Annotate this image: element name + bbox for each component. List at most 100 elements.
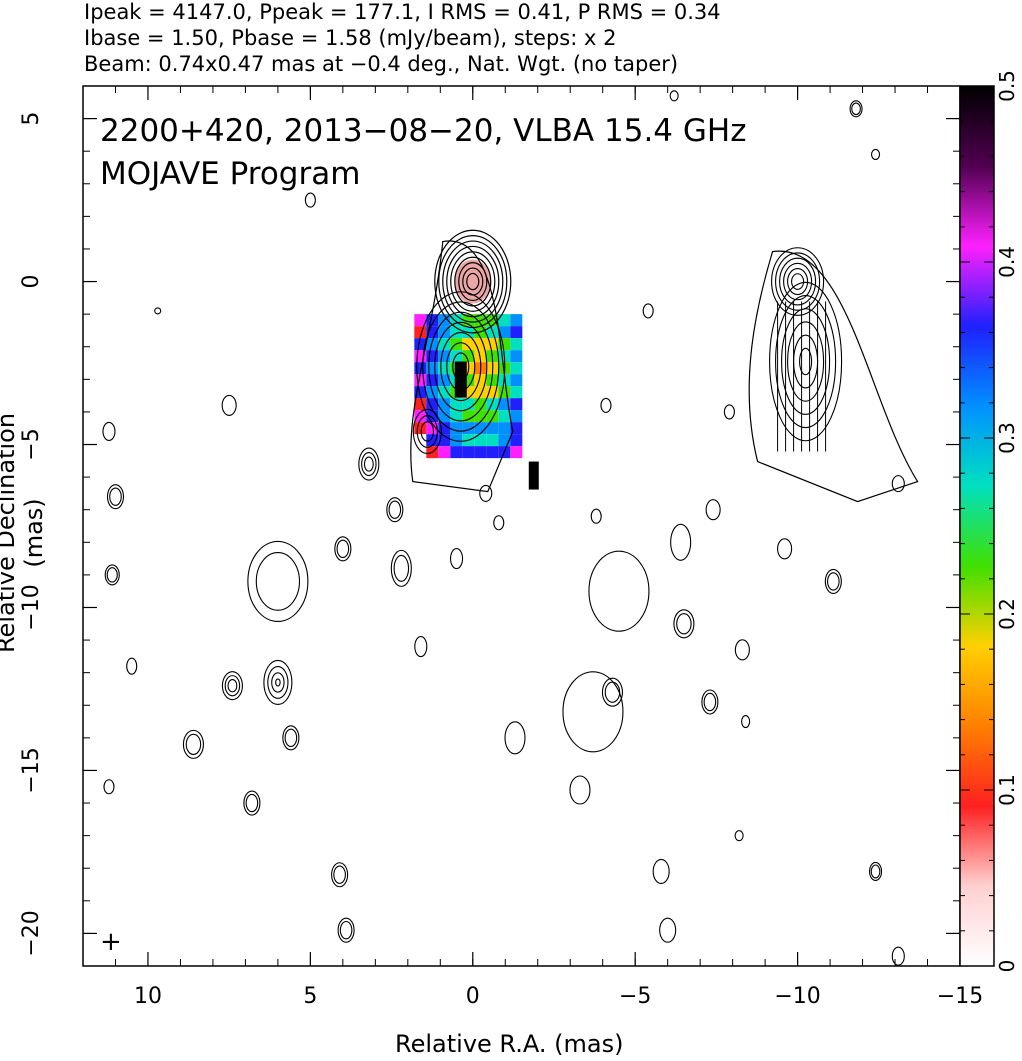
contour-blob bbox=[652, 858, 670, 885]
contour-blob bbox=[590, 508, 602, 524]
inset-jet-contour bbox=[781, 308, 831, 415]
polarization-pixel bbox=[510, 386, 523, 399]
plot-frame bbox=[82, 85, 961, 967]
polarization-pixel bbox=[450, 446, 463, 459]
polarization-pixel bbox=[426, 398, 439, 411]
polarization-pixel bbox=[498, 386, 511, 399]
polarization-pixel bbox=[510, 398, 523, 411]
polarization-pixel bbox=[474, 446, 487, 459]
contour-blob bbox=[103, 779, 115, 795]
polarization-pixel bbox=[450, 398, 463, 411]
y-tick-label: 0 bbox=[19, 275, 44, 289]
contour-blob bbox=[588, 550, 650, 632]
inset-core-contour bbox=[775, 252, 821, 311]
polarization-pixel bbox=[486, 446, 499, 459]
header-line-1: Ipeak = 4147.0, Ppeak = 177.1, I RMS = 0… bbox=[84, 0, 721, 24]
contour-blob bbox=[449, 548, 464, 570]
contour-blob bbox=[741, 715, 751, 729]
colorbar-tick-label: 0.5 bbox=[995, 70, 1019, 102]
contour-blob bbox=[275, 678, 281, 687]
contour-blob bbox=[243, 790, 261, 816]
contour-blob bbox=[412, 408, 442, 455]
contour-blob bbox=[185, 733, 202, 756]
polarization-pixel bbox=[414, 326, 427, 339]
polarization-pixel bbox=[438, 410, 451, 423]
polarization-pixel bbox=[414, 338, 427, 351]
contour-blob bbox=[109, 487, 122, 506]
contour-blob bbox=[705, 499, 721, 521]
jet-outer-contour bbox=[410, 240, 514, 493]
polarization-pixel bbox=[450, 350, 463, 363]
inset-jet-contour bbox=[775, 295, 837, 429]
contour-blob bbox=[604, 681, 621, 703]
contour-blob bbox=[670, 523, 692, 561]
polarization-pixel bbox=[438, 374, 451, 387]
polarization-pixel bbox=[414, 314, 427, 327]
contour-blob bbox=[337, 917, 355, 943]
polarization-pixel bbox=[510, 350, 523, 363]
contour-blob bbox=[479, 484, 493, 502]
contour-blob bbox=[723, 404, 735, 420]
inset-core-contour bbox=[791, 273, 805, 290]
contour-blob bbox=[284, 728, 298, 748]
polarization-pixel bbox=[510, 338, 523, 351]
core-contour bbox=[454, 256, 492, 307]
polarization-pixel bbox=[426, 362, 439, 375]
colorbar-tick-label: 0.1 bbox=[995, 774, 1019, 806]
contour-blob bbox=[221, 671, 243, 701]
jet-contour bbox=[422, 301, 500, 432]
colorbar-tick-label: 0.4 bbox=[995, 246, 1019, 278]
y-tick-label: −5 bbox=[19, 428, 44, 460]
contour-blob bbox=[734, 639, 750, 661]
contour-blob bbox=[703, 692, 717, 712]
inset-core-contour bbox=[787, 268, 809, 296]
polarization-saturated bbox=[454, 361, 467, 398]
polarization-pixel bbox=[510, 362, 523, 375]
contour-blob bbox=[358, 447, 380, 481]
polarization-pixel bbox=[462, 410, 475, 423]
polarization-pixel bbox=[510, 446, 523, 459]
polarization-pixel bbox=[474, 422, 487, 435]
contour-blob bbox=[390, 549, 412, 587]
contour-blob bbox=[245, 793, 259, 813]
contour-blob bbox=[221, 394, 237, 416]
colorbar bbox=[959, 85, 995, 967]
contour-blob bbox=[393, 554, 410, 582]
polarization-pixel bbox=[498, 314, 511, 327]
contour-blob bbox=[868, 861, 883, 882]
polarization-saturated bbox=[528, 461, 539, 490]
jet-contour bbox=[440, 332, 482, 402]
contour-blob bbox=[669, 90, 679, 102]
header-line-2: Ibase = 1.50, Pbase = 1.58 (mJy/beam), s… bbox=[84, 26, 617, 50]
polarization-pixel bbox=[426, 434, 439, 447]
inset-core-contour bbox=[771, 247, 825, 316]
polarization-pixel bbox=[510, 410, 523, 423]
y-tick-label: −10 bbox=[19, 584, 44, 630]
polarization-pixel bbox=[426, 314, 439, 327]
contour-blob bbox=[182, 729, 204, 759]
x-axis-label: Relative R.A. (mas) bbox=[395, 1030, 624, 1058]
y-tick-label: 5 bbox=[19, 112, 44, 126]
contour-blob bbox=[420, 421, 435, 442]
contour-blob bbox=[493, 515, 505, 531]
chart-title: 2200+420, 2013−08−20, VLBA 15.4 GHz bbox=[100, 113, 747, 149]
contour-blob bbox=[659, 917, 677, 943]
colorbar-tick-label: 0.2 bbox=[995, 598, 1019, 630]
polarization-pixel bbox=[486, 422, 499, 435]
polarization-pixel bbox=[498, 410, 511, 423]
polarization-pixel bbox=[462, 338, 475, 351]
contour-blob bbox=[333, 865, 346, 884]
x-axis-ticks: 10 5 0 −5 −10 −15 bbox=[82, 86, 983, 1009]
polarization-pixel bbox=[474, 374, 487, 387]
inset-core-contour bbox=[779, 257, 817, 306]
contour-blob bbox=[870, 148, 881, 160]
contour-blob bbox=[104, 564, 120, 586]
inset-jet-contour bbox=[769, 281, 843, 442]
colorbar-tick-label: 0 bbox=[995, 960, 1019, 973]
core-contour bbox=[458, 262, 488, 302]
jet-contour bbox=[428, 311, 494, 422]
chart-subtitle: MOJAVE Program bbox=[100, 156, 361, 192]
polarization-pixel bbox=[510, 374, 523, 387]
contour-blob bbox=[331, 862, 349, 888]
polarization-pixel bbox=[426, 338, 439, 351]
